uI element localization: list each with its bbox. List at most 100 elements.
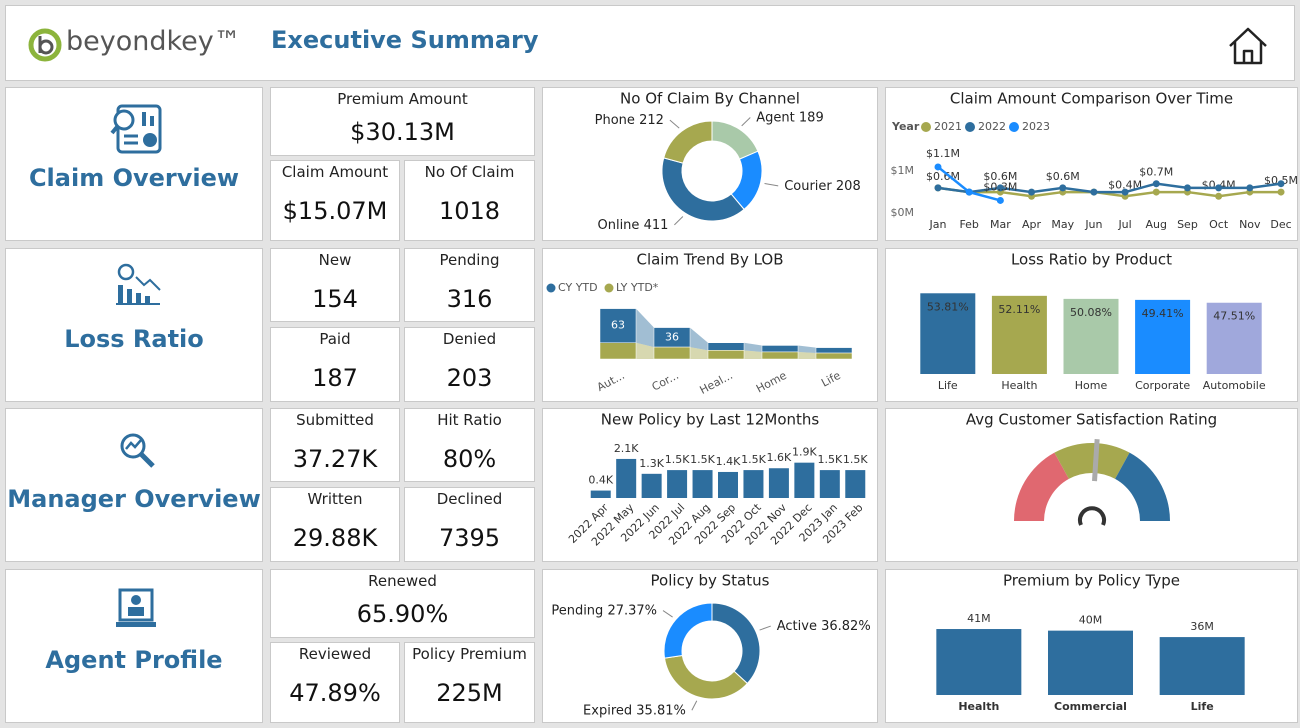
data-point [1277,188,1285,196]
chart: Policy by Status Active 36.82% Expired 35.… [551,572,871,718]
kpi-label: Policy Premium [412,645,527,663]
leader-line [662,610,673,618]
leader-line [691,700,698,711]
section-panel: Claim Overview [5,87,263,241]
gauge-band [1054,443,1130,479]
legend-marker [1009,122,1019,132]
slice-name: Courier [784,178,832,193]
bar [1135,299,1191,374]
kpi-card: New 154 [270,248,400,322]
chart-panel: New Policy by Last 12Months 0.4K 2022 Apr 2… [542,408,878,562]
slice-name: Active [777,619,817,634]
bar [692,470,713,498]
section-icon [116,588,156,627]
bar [819,470,840,498]
x-tick-label: Cor... [650,369,681,394]
gauge-band [1115,452,1170,521]
gauge-band [1014,452,1069,521]
x-tick-label: Jan [929,218,947,231]
x-tick-label: Aug [1146,218,1167,231]
kpi-label: Renewed [368,572,437,590]
x-tick-label: Dec [1270,218,1291,231]
x-tick-label: Life [938,379,958,392]
kpi-label: New [318,251,352,269]
x-tick-label: Nov [1239,218,1261,231]
chart-title: No Of Claim By Channel [620,90,800,108]
data-label: $0.7M [1139,166,1173,179]
x-tick-label: Life [819,369,843,390]
legend-label: CY YTD [558,281,598,294]
data-label: 1.3K [639,457,664,470]
data-label: 1.5K [665,453,690,466]
kpi-label: No Of Claim [424,163,515,181]
header: beyondkey™ Executive Summary [5,5,1295,81]
kpi-value: $30.13M [350,118,455,146]
kpi-value: 1018 [438,197,501,225]
legend-label: 2022 [978,120,1006,133]
legend-label: LY YTD* [616,281,659,294]
data-point [1028,188,1036,196]
chart: Claim Amount Comparison Over Time Year 202… [891,90,1298,232]
chart-title: Claim Trend By LOB [636,251,783,269]
ribbon-segment [599,308,637,343]
section-title: Loss Ratio [64,325,204,353]
logo-icon [28,28,62,62]
home-button[interactable] [1226,24,1270,66]
data-label: 50.08% [1070,306,1112,319]
kpi-label: Written [307,490,363,508]
x-tick-label: Jul [1117,218,1131,231]
ribbon-segment [707,342,745,351]
kpi-card: Policy Premium 225M [404,642,535,723]
legend-label: 2023 [1022,120,1050,133]
slice-label: Agent 189 [756,110,823,125]
slice-name: Agent [756,110,794,125]
data-point [1152,188,1160,196]
data-point [996,184,1004,192]
data-label: 63 [611,319,625,332]
section-icon [120,433,155,468]
data-label: 1.6K [767,451,792,464]
kpi-value: 154 [312,285,358,313]
x-tick-label: Corporate [1135,379,1190,392]
ribbon-band [636,308,654,348]
chart-title: Avg Customer Satisfaction Rating [966,411,1217,429]
kpi-label: Submitted [296,411,374,429]
slice-name: Pending [551,603,603,618]
leader-line [764,183,779,187]
chart-panel: Policy by Status Active 36.82% Expired 35.… [542,569,878,723]
x-tick-label: Automobile [1203,379,1266,392]
ribbon-band [690,347,708,359]
kpi-label: Reviewed [298,645,372,663]
bar [667,470,688,498]
chart-title: New Policy by Last 12Months [601,411,820,429]
legend-marker [604,283,614,293]
data-label: 53.81% [927,300,969,313]
chart-panel: Claim Amount Comparison Over Time Year 202… [885,87,1298,241]
bar [936,629,1022,695]
data-label: $0.6M [926,170,960,183]
chart: Premium by Policy Type 41M Health 40M Commer… [936,572,1245,713]
data-label: $0.6M [983,170,1017,183]
kpi-card: Submitted 37.27K [270,408,400,482]
section-panel: Agent Profile [5,569,263,723]
kpi-value: $15.07M [282,197,388,225]
bar [743,470,764,498]
kpi-value: 37.27K [292,445,378,473]
kpi-card: Declined 7395 [404,487,535,562]
donut-slice [711,602,761,685]
slice-label: Active 36.82% [777,619,871,634]
data-point [965,188,973,196]
chart-title: Loss Ratio by Product [1011,251,1172,269]
data-label: 40M [1079,614,1103,627]
kpi-card: Written 29.88K [270,487,400,562]
kpi-card: No Of Claim 1018 [404,160,535,241]
slice-value: 212 [639,113,664,128]
gauge-needle [1092,439,1100,482]
kpi-label: Premium Amount [337,90,468,108]
slice-label: Pending 27.37% [551,603,657,618]
page-title: Executive Summary [271,26,539,54]
data-label: 49.41% [1142,307,1184,320]
kpi-value: 7395 [438,524,501,552]
data-point [1246,184,1254,192]
